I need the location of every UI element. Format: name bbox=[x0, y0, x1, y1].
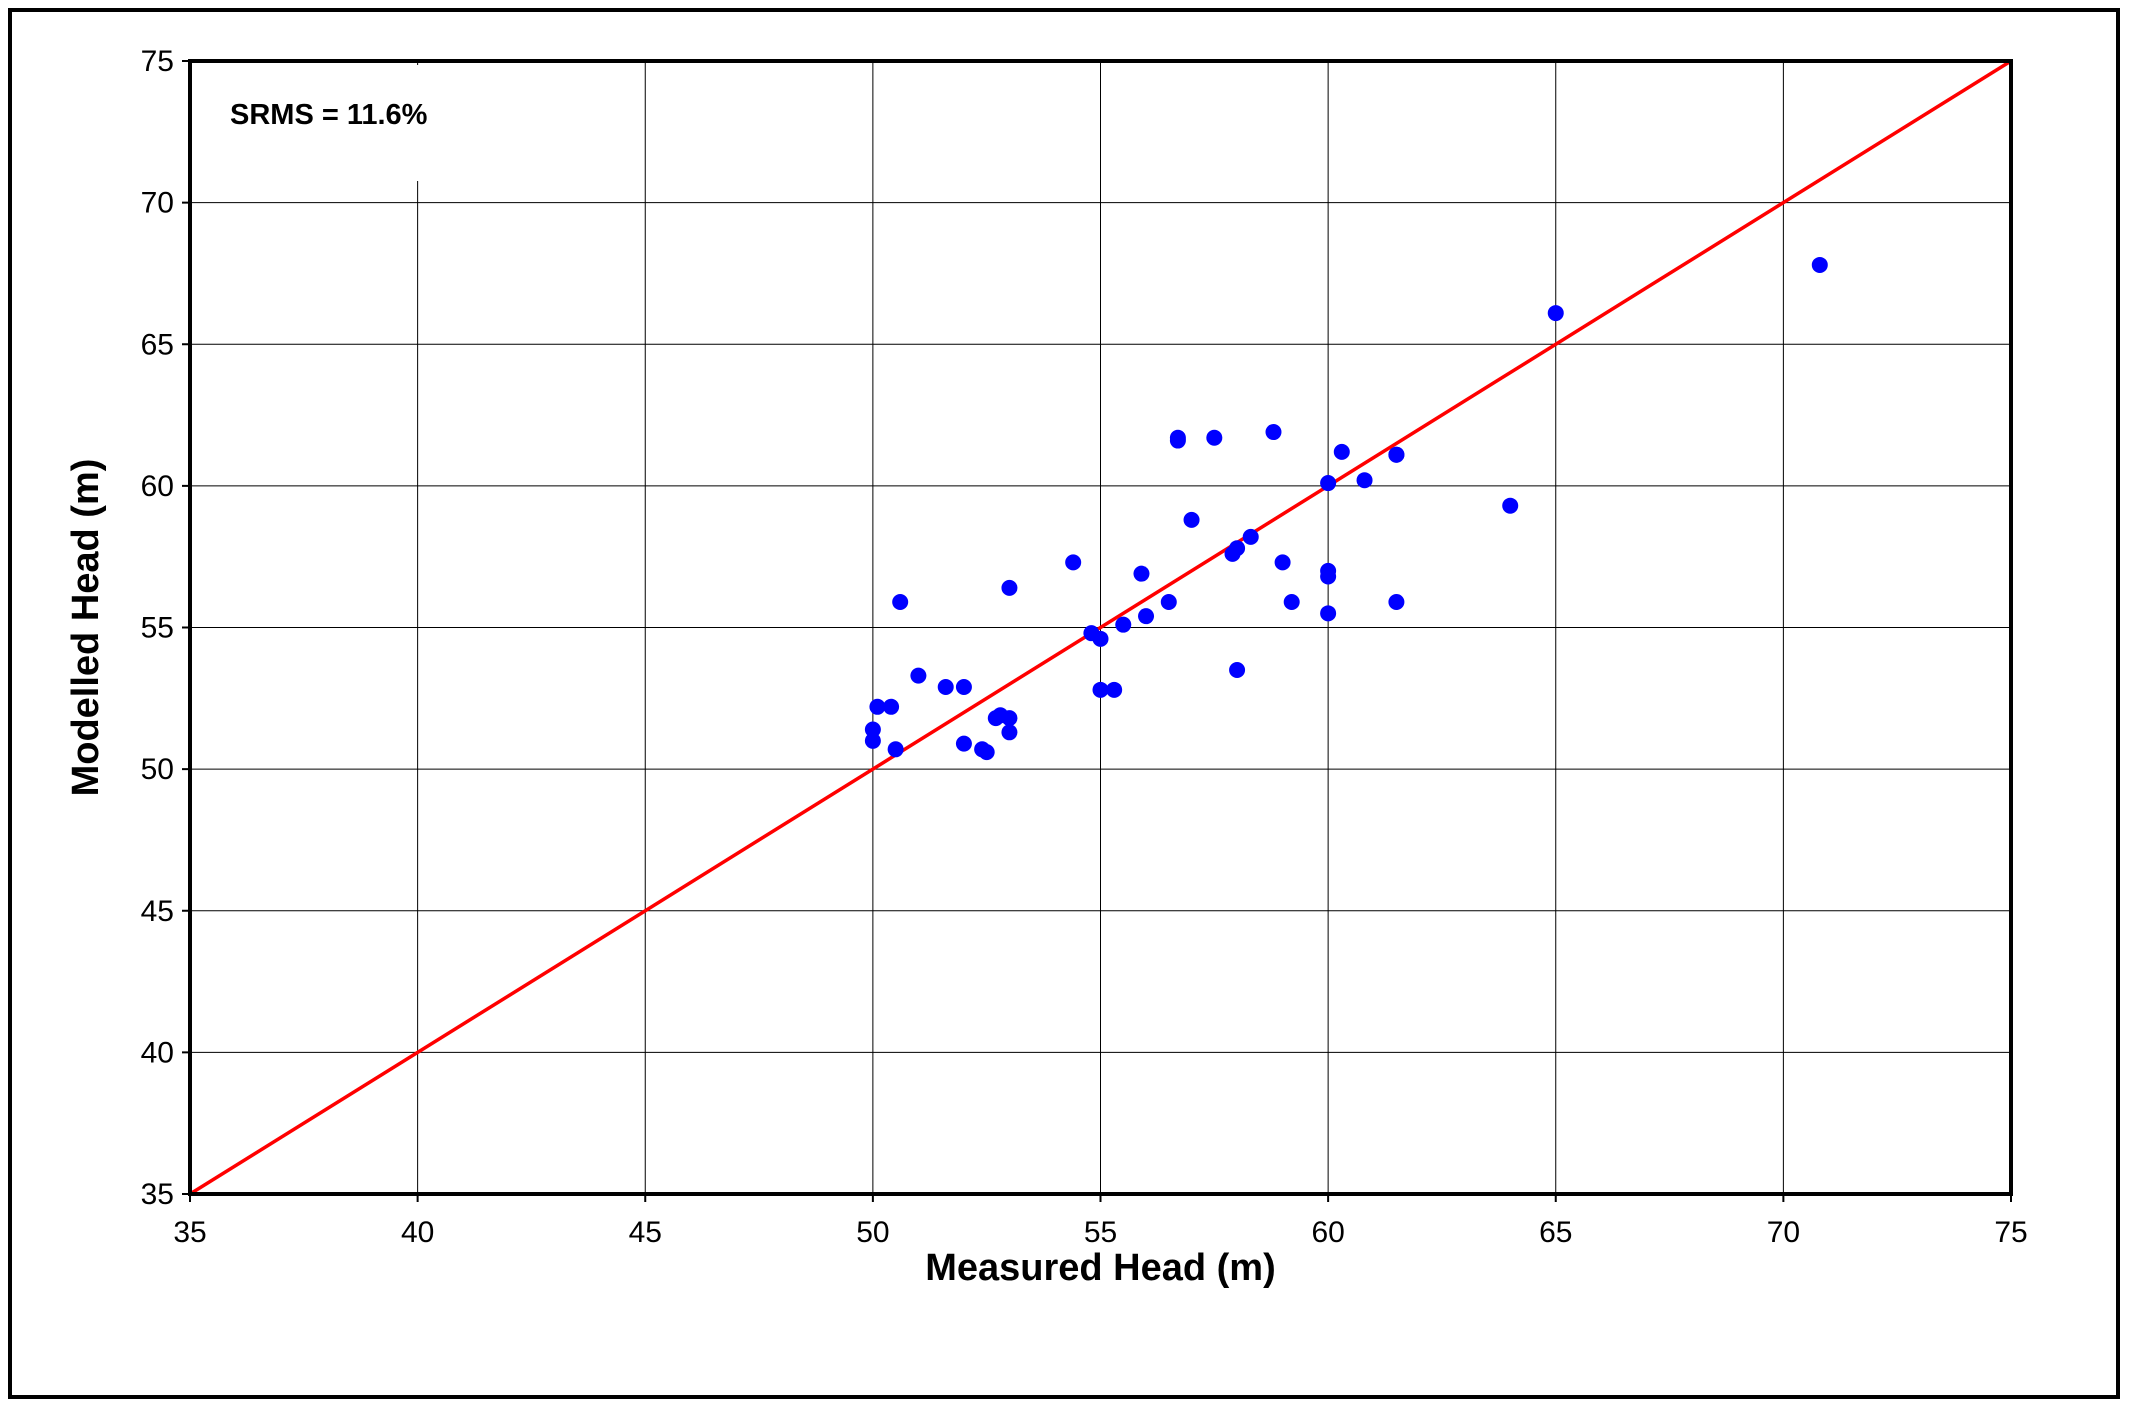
x-tick-label: 65 bbox=[1539, 1216, 1572, 1249]
data-point bbox=[1547, 305, 1564, 322]
data-point bbox=[1388, 594, 1405, 611]
data-point bbox=[1320, 605, 1337, 622]
data-point bbox=[1274, 554, 1291, 571]
data-point bbox=[1229, 540, 1246, 557]
data-point bbox=[1265, 424, 1282, 441]
x-tick-label: 35 bbox=[173, 1216, 206, 1249]
y-tick-label: 55 bbox=[141, 612, 174, 645]
y-tick-label: 50 bbox=[141, 753, 174, 786]
data-point bbox=[869, 698, 886, 715]
data-point bbox=[864, 721, 881, 738]
data-point bbox=[1001, 579, 1018, 596]
data-point bbox=[955, 678, 972, 695]
data-point bbox=[1811, 256, 1828, 273]
y-tick-label: 45 bbox=[141, 895, 174, 928]
y-tick-label: 60 bbox=[141, 470, 174, 503]
data-point bbox=[1001, 724, 1018, 741]
data-point bbox=[1001, 710, 1018, 727]
x-tick-label: 45 bbox=[629, 1216, 662, 1249]
data-point bbox=[1092, 681, 1109, 698]
x-tick-label: 75 bbox=[1994, 1216, 2027, 1249]
scatter-chart: 35 40 45 50 55 60 65 70 75 35 40 45 50 55 60 65 70 75 SR… bbox=[65, 45, 2028, 1289]
data-point bbox=[1206, 429, 1223, 446]
data-point bbox=[1320, 475, 1337, 492]
data-point bbox=[1106, 681, 1123, 698]
data-point bbox=[955, 735, 972, 752]
x-tick-label: 40 bbox=[401, 1216, 434, 1249]
data-point bbox=[864, 732, 881, 749]
data-point bbox=[1169, 432, 1186, 449]
srms-annotation: SRMS = 11.6% bbox=[230, 99, 428, 131]
data-point bbox=[1320, 568, 1337, 585]
data-point bbox=[910, 667, 927, 684]
y-tick-label: 65 bbox=[141, 328, 174, 361]
data-points bbox=[864, 256, 1828, 761]
reference-line bbox=[189, 59, 2012, 1196]
data-point bbox=[887, 741, 904, 758]
data-point bbox=[1065, 554, 1082, 571]
x-tick-label: 60 bbox=[1311, 1216, 1344, 1249]
data-point bbox=[1115, 616, 1132, 633]
x-tick-label: 70 bbox=[1767, 1216, 1800, 1249]
data-point bbox=[1229, 661, 1246, 678]
reference-line-group bbox=[189, 59, 2012, 1196]
data-point bbox=[1242, 528, 1259, 545]
y-axis-title: Modelled Head (m) bbox=[65, 459, 107, 797]
data-point bbox=[978, 744, 995, 761]
chart-frame: 35 40 45 50 55 60 65 70 75 35 40 45 50 55 60 65 70 75 SR… bbox=[8, 8, 2120, 1399]
y-tick-label: 40 bbox=[141, 1036, 174, 1069]
y-tick-label: 70 bbox=[141, 187, 174, 220]
data-point bbox=[892, 594, 909, 611]
data-point bbox=[883, 698, 900, 715]
data-point bbox=[937, 678, 954, 695]
data-point bbox=[1133, 565, 1150, 582]
y-tick-label: 35 bbox=[141, 1178, 174, 1211]
data-point bbox=[1160, 594, 1177, 611]
x-axis-title: Measured Head (m) bbox=[925, 1247, 1276, 1289]
data-point bbox=[1138, 608, 1155, 625]
data-point bbox=[1092, 630, 1109, 647]
data-point bbox=[1356, 472, 1373, 489]
annotation-background bbox=[194, 65, 602, 181]
data-point bbox=[1333, 443, 1350, 460]
data-point bbox=[1502, 497, 1519, 514]
x-tick-label: 50 bbox=[856, 1216, 889, 1249]
data-point bbox=[1283, 594, 1300, 611]
x-tick-labels: 35 40 45 50 55 60 65 70 75 bbox=[173, 1194, 2028, 1249]
y-tick-labels: 35 40 45 50 55 60 65 70 75 bbox=[141, 45, 190, 1211]
x-tick-label: 55 bbox=[1084, 1216, 1117, 1249]
y-tick-label: 75 bbox=[141, 45, 174, 78]
data-point bbox=[1183, 511, 1200, 528]
data-point bbox=[1388, 446, 1405, 463]
